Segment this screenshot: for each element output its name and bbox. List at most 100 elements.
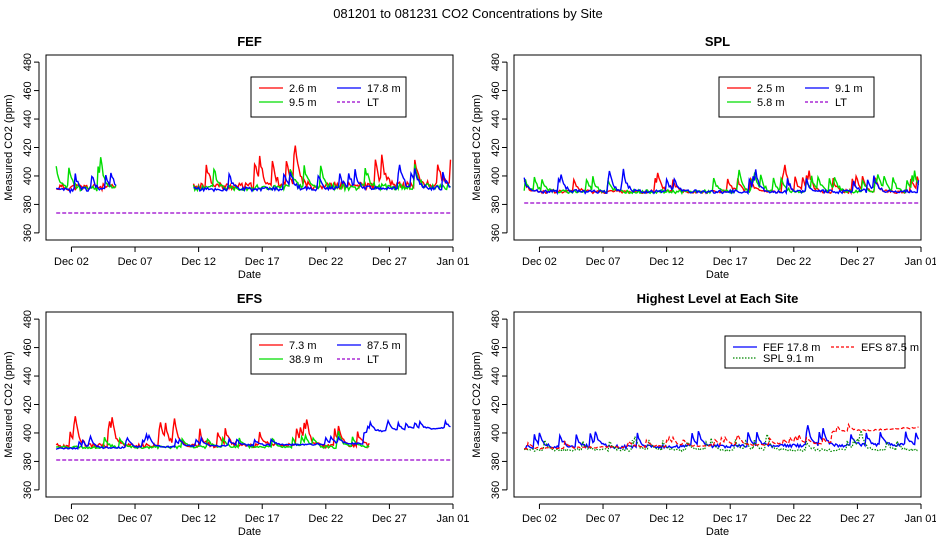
y-tick-label: 480 — [22, 53, 34, 71]
series-line-EFS-87_5-m — [524, 422, 919, 451]
series-line-87_5-m — [55, 418, 451, 450]
y-tick-label: 360 — [22, 481, 34, 499]
y-tick-label: 380 — [490, 195, 502, 213]
x-tick-label: Dec 02 — [54, 513, 89, 525]
figure-title: 081201 to 081231 CO2 Concentrations by S… — [333, 6, 603, 21]
x-tick-label: Dec 12 — [181, 256, 216, 268]
series-line-5_8-m — [523, 169, 920, 196]
panel-title: Highest Level at Each Site — [637, 291, 799, 306]
x-tick-label: Dec 02 — [522, 513, 557, 525]
legend-label: 38.9 m — [289, 354, 323, 366]
y-tick-label: 480 — [22, 310, 34, 328]
legend: 2.5 m 5.8 m 9.1 m LT — [718, 76, 875, 118]
x-tick-label: Dec 27 — [372, 513, 407, 525]
y-axis-label: Measured CO2 (ppm) — [471, 94, 483, 200]
y-tick-label: 440 — [490, 110, 502, 128]
series-group — [55, 416, 451, 461]
y-tick-label: 380 — [490, 452, 502, 470]
y-tick-label: 440 — [490, 367, 502, 385]
x-tick-label: Dec 27 — [840, 513, 875, 525]
legend-label: 7.3 m — [289, 340, 317, 352]
y-tick-label: 400 — [22, 167, 34, 185]
legend-label: SPL 9.1 m — [763, 353, 814, 365]
legend-label: 87.5 m — [367, 340, 401, 352]
chart-panel-3: Highest Level at Each Site 360 380 400 420 44… — [471, 291, 936, 538]
y-tick-label: 360 — [22, 224, 34, 242]
y-tick-label: 420 — [490, 395, 502, 413]
plot-frame — [513, 311, 922, 498]
legend-box — [718, 76, 875, 118]
y-tick-label: 420 — [490, 138, 502, 156]
legend-box — [724, 335, 906, 369]
x-tick-label: Dec 07 — [118, 256, 153, 268]
series-group — [523, 164, 920, 204]
y-tick-label: 380 — [22, 195, 34, 213]
x-tick-label: Dec 17 — [245, 513, 280, 525]
panel-title: SPL — [705, 34, 730, 49]
x-axis-label: Date — [706, 269, 729, 281]
x-axis-label: Date — [238, 269, 261, 281]
y-axis-label: Measured CO2 (ppm) — [3, 351, 15, 457]
x-tick-label: Jan 01 — [436, 513, 469, 525]
y-tick-label: 440 — [22, 367, 34, 385]
y-tick-label: 380 — [22, 452, 34, 470]
y-tick-label: 440 — [22, 110, 34, 128]
y-tick-label: 420 — [22, 138, 34, 156]
panel-title: FEF — [237, 34, 262, 49]
x-tick-label: Dec 02 — [54, 256, 89, 268]
y-tick-label: 460 — [22, 338, 34, 356]
legend-label: 9.1 m — [835, 83, 863, 95]
x-tick-label: Dec 07 — [586, 513, 621, 525]
x-tick-label: Dec 12 — [649, 513, 684, 525]
y-tick-label: 480 — [490, 53, 502, 71]
x-axis-label: Date — [706, 526, 729, 538]
x-tick-label: Dec 07 — [118, 513, 153, 525]
y-tick-label: 460 — [490, 338, 502, 356]
x-tick-label: Jan 01 — [904, 256, 936, 268]
y-tick-label: 460 — [22, 81, 34, 99]
x-tick-label: Dec 22 — [776, 256, 811, 268]
series-line-9_1-m — [523, 168, 920, 196]
x-tick-label: Dec 22 — [308, 256, 343, 268]
chart-panel-0: FEF 360 380 400 420 440 460 480 Dec 02 Dec 07 Dec … — [3, 34, 470, 281]
x-tick-label: Jan 01 — [436, 256, 469, 268]
legend-label: LT — [367, 97, 379, 109]
x-tick-label: Dec 12 — [649, 256, 684, 268]
panel-title: EFS — [237, 291, 263, 306]
x-tick-label: Dec 02 — [522, 256, 557, 268]
series-line-FEF-17_8-m — [524, 425, 920, 451]
x-tick-label: Dec 17 — [713, 513, 748, 525]
y-tick-label: 360 — [490, 224, 502, 242]
series-line-17_8-m — [55, 164, 451, 195]
x-tick-label: Dec 27 — [372, 256, 407, 268]
legend-box — [250, 76, 407, 118]
plot-frame — [45, 311, 454, 498]
series-line-SPL-9_1-m — [523, 430, 919, 453]
legend-box — [250, 333, 407, 375]
legend-label: 2.5 m — [757, 83, 785, 95]
legend-label: LT — [367, 354, 379, 366]
legend-label: EFS 87.5 m — [861, 342, 919, 354]
x-tick-label: Dec 17 — [713, 256, 748, 268]
x-tick-label: Dec 22 — [776, 513, 811, 525]
chart-panels: FEF 360 380 400 420 440 460 480 Dec 02 Dec 07 Dec … — [3, 34, 936, 538]
y-tick-label: 400 — [490, 167, 502, 185]
series-line-38_9-m — [55, 430, 370, 450]
series-line-2_6-m — [55, 145, 452, 193]
plot-frame — [45, 54, 454, 241]
y-tick-label: 480 — [490, 310, 502, 328]
x-tick-label: Dec 27 — [840, 256, 875, 268]
series-group — [523, 422, 920, 453]
y-tick-label: 460 — [490, 81, 502, 99]
legend: 2.6 m 9.5 m 17.8 m LT — [250, 76, 407, 118]
legend: 7.3 m 38.9 m 87.5 m LT — [250, 333, 407, 375]
y-tick-label: 400 — [22, 424, 34, 442]
y-axis-label: Measured CO2 (ppm) — [471, 351, 483, 457]
x-tick-label: Dec 12 — [181, 513, 216, 525]
y-tick-label: 420 — [22, 395, 34, 413]
x-tick-label: Dec 22 — [308, 513, 343, 525]
legend-label: 17.8 m — [367, 83, 401, 95]
legend-label: LT — [835, 97, 847, 109]
